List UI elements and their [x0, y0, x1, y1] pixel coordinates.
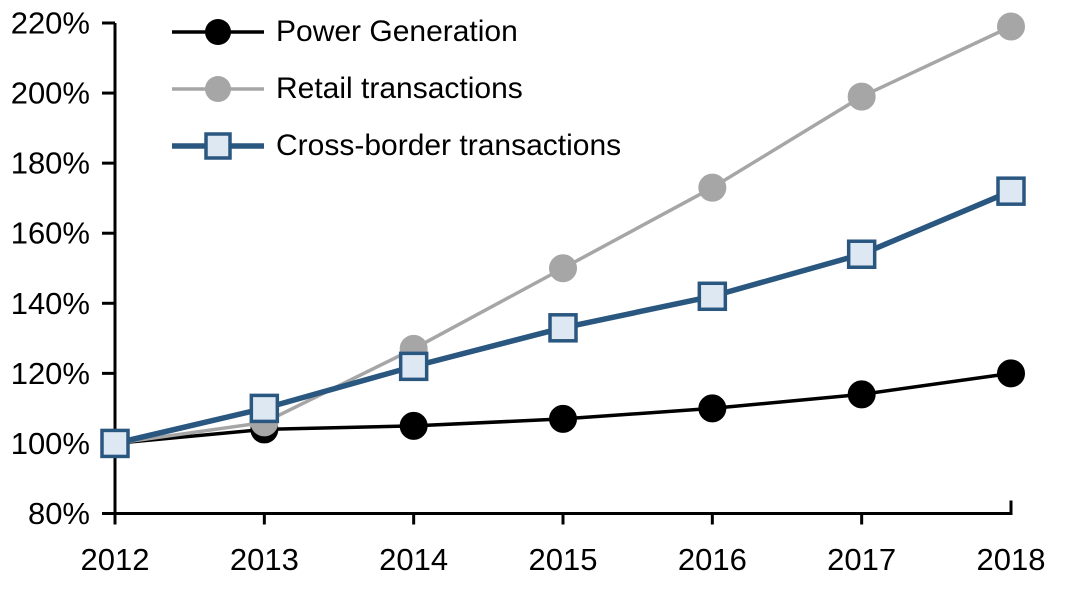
x-tick-label: 2017 — [827, 542, 896, 577]
legend-label-cross-border-transactions: Cross-border transactions — [276, 128, 622, 162]
x-tick-label: 2018 — [977, 542, 1046, 577]
data-point-square — [846, 239, 877, 269]
data-point-square — [697, 281, 728, 312]
data-point-circle — [997, 359, 1025, 388]
legend-item-cross-border-transactions: Cross-border transactions — [172, 117, 621, 174]
legend-item-retail-transactions: Retail transactions — [172, 60, 621, 117]
y-tick-label: 160% — [11, 216, 90, 251]
series-cross-border-transactions — [100, 176, 1026, 459]
series-power-generation — [101, 359, 1025, 458]
y-tick-label: 120% — [11, 356, 90, 391]
y-tick-label: 100% — [11, 426, 90, 461]
data-point-circle — [847, 380, 876, 409]
data-point-circle — [399, 411, 428, 440]
data-point-square — [398, 351, 429, 382]
legend-swatch-retail-transactions — [172, 75, 264, 102]
legend-swatch-power-generation — [172, 18, 264, 45]
y-tick-label: 200% — [11, 76, 90, 111]
data-point-circle — [549, 254, 577, 283]
legend-marker-circle — [205, 75, 231, 102]
legend-item-power-generation: Power Generation — [172, 3, 621, 60]
data-point-circle — [698, 173, 727, 202]
data-point-circle — [997, 12, 1025, 41]
x-tick-label: 2014 — [379, 542, 448, 577]
legend-marker-circle — [205, 18, 231, 45]
x-tick-label: 2012 — [81, 542, 150, 577]
data-point-square — [100, 428, 130, 459]
y-tick-label: 220% — [11, 6, 90, 41]
legend-label-retail-transactions: Retail transactions — [276, 71, 523, 105]
legend-label-power-generation: Power Generation — [276, 14, 518, 48]
data-point-square — [996, 176, 1026, 206]
data-point-circle — [549, 404, 577, 433]
x-tick-label: 2013 — [230, 542, 299, 577]
data-point-circle — [698, 394, 727, 423]
legend: Power Generation Retail transactions Cro… — [172, 3, 621, 174]
legend-marker-square — [204, 131, 232, 160]
y-tick-label: 80% — [28, 496, 90, 531]
data-point-square — [548, 313, 578, 343]
y-tick-label: 140% — [11, 286, 90, 321]
x-tick-label: 2015 — [529, 542, 598, 577]
data-point-square — [249, 393, 280, 424]
data-point-circle — [847, 82, 876, 111]
y-tick-label: 180% — [11, 146, 90, 181]
x-tick-label: 2016 — [678, 542, 747, 577]
legend-swatch-cross-border-transactions — [172, 131, 264, 160]
